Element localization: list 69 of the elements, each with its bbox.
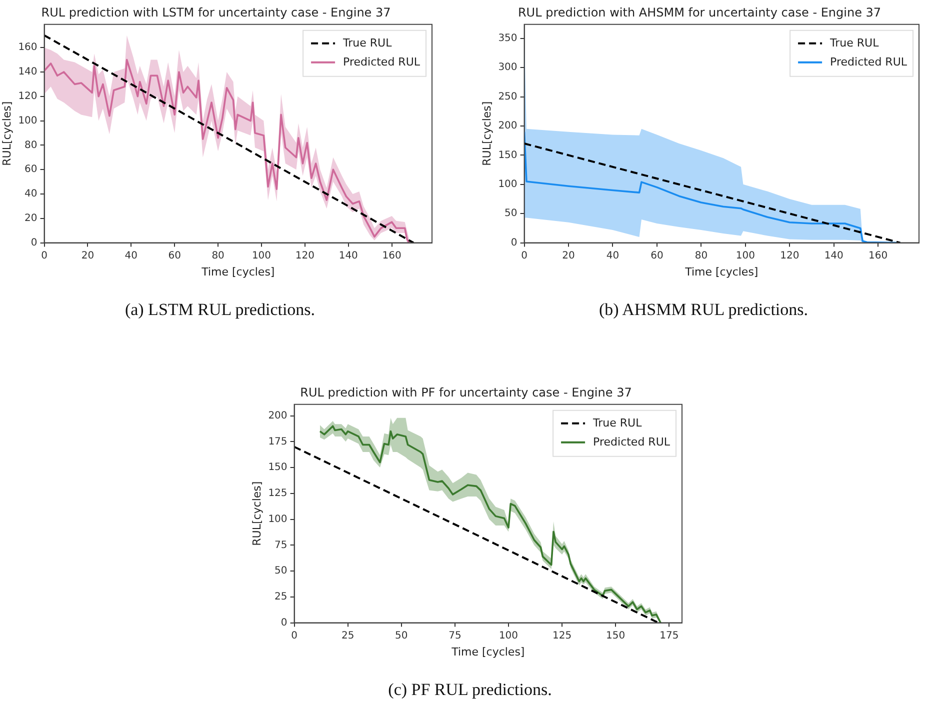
x-tick-label: 0	[521, 250, 528, 262]
x-tick-label: 140	[338, 250, 358, 262]
x-tick-label: 40	[124, 250, 138, 262]
x-tick-label: 80	[694, 250, 708, 262]
y-tick-label: 200	[268, 410, 288, 422]
legend-label: Predicted RUL	[593, 435, 671, 448]
x-tick-label: 20	[562, 250, 575, 262]
y-tick-label: 150	[268, 462, 288, 474]
y-tick-label: 250	[498, 91, 518, 102]
x-tick-label: 175	[660, 630, 679, 642]
x-axis-title: Time [cycles]	[450, 645, 525, 658]
y-tick-label: 140	[18, 66, 38, 78]
y-tick-label: 50	[274, 566, 288, 577]
y-tick-label: 100	[18, 115, 38, 126]
text: (a) LSTM RUL predictions.	[124, 300, 316, 320]
x-axis-title: Time [cycles]	[684, 265, 758, 278]
y-tick-label: 75	[274, 540, 288, 551]
x-tick-label: 0	[291, 630, 298, 642]
x-tick-label: 80	[212, 250, 224, 262]
y-tick-label: 160	[18, 42, 38, 54]
legend-label: Predicted RUL	[830, 55, 908, 68]
chart-title: RUL prediction with PF for uncertainty case - Engine 37	[300, 385, 632, 400]
x-tick-label: 25	[341, 630, 354, 642]
x-tick-label: 60	[168, 250, 181, 262]
y-tick-label: 200	[498, 120, 518, 132]
x-tick-label: 20	[81, 250, 94, 262]
y-axis-title: RUL[cycles]	[250, 481, 264, 546]
y-tick-label: 120	[18, 90, 38, 102]
legend-label: Predicted RUL	[343, 55, 421, 68]
x-tick-label: 160	[868, 250, 888, 262]
x-tick-label: 150	[606, 630, 626, 642]
x-tick-label: 40	[606, 250, 620, 262]
y-tick-label: 80	[24, 140, 38, 151]
y-tick-label: 40	[24, 188, 38, 200]
x-tick-label: 125	[552, 630, 572, 642]
y-tick-label: 0	[280, 617, 288, 628]
legend-label: True RUL	[342, 36, 393, 50]
y-tick-label: 125	[268, 488, 288, 500]
y-tick-label: 60	[24, 164, 38, 176]
y-tick-label: 350	[498, 33, 518, 44]
y-tick-label: 100	[498, 179, 518, 190]
x-tick-label: 100	[736, 250, 755, 262]
legend-label: True RUL	[829, 36, 880, 50]
x-tick-label: 140	[824, 250, 844, 262]
x-tick-label: 120	[780, 250, 800, 262]
legend-label: True RUL	[592, 416, 643, 430]
text: (c) PF RUL predictions.	[387, 680, 553, 700]
y-axis-title: RUL[cycles]	[480, 101, 494, 166]
x-tick-label: 0	[41, 250, 48, 262]
x-axis-title: Time [cycles]	[200, 265, 275, 278]
y-tick-label: 150	[498, 150, 518, 161]
y-tick-label: 20	[24, 212, 38, 224]
y-tick-label: 0	[510, 237, 518, 248]
y-tick-label: 50	[504, 208, 518, 220]
x-tick-label: 50	[395, 630, 408, 642]
y-tick-label: 0	[30, 237, 38, 248]
x-tick-label: 120	[295, 250, 314, 262]
x-tick-label: 75	[448, 630, 462, 642]
chart-title: RUL prediction with LSTM for uncertainty case - Engine 37	[41, 5, 391, 20]
x-tick-label: 100	[252, 250, 272, 262]
y-axis-title: RUL[cycles]	[0, 101, 14, 166]
y-tick-label: 175	[268, 436, 288, 448]
x-tick-label: 160	[382, 250, 402, 262]
y-tick-label: 300	[498, 62, 518, 74]
chart-title: RUL prediction with AHSMM for uncertainty case - Engine 37	[518, 5, 882, 20]
text: (b) AHSMM RUL predictions.	[598, 300, 810, 320]
x-tick-label: 60	[650, 250, 664, 262]
y-tick-label: 100	[268, 514, 288, 525]
y-tick-label: 25	[274, 592, 288, 603]
